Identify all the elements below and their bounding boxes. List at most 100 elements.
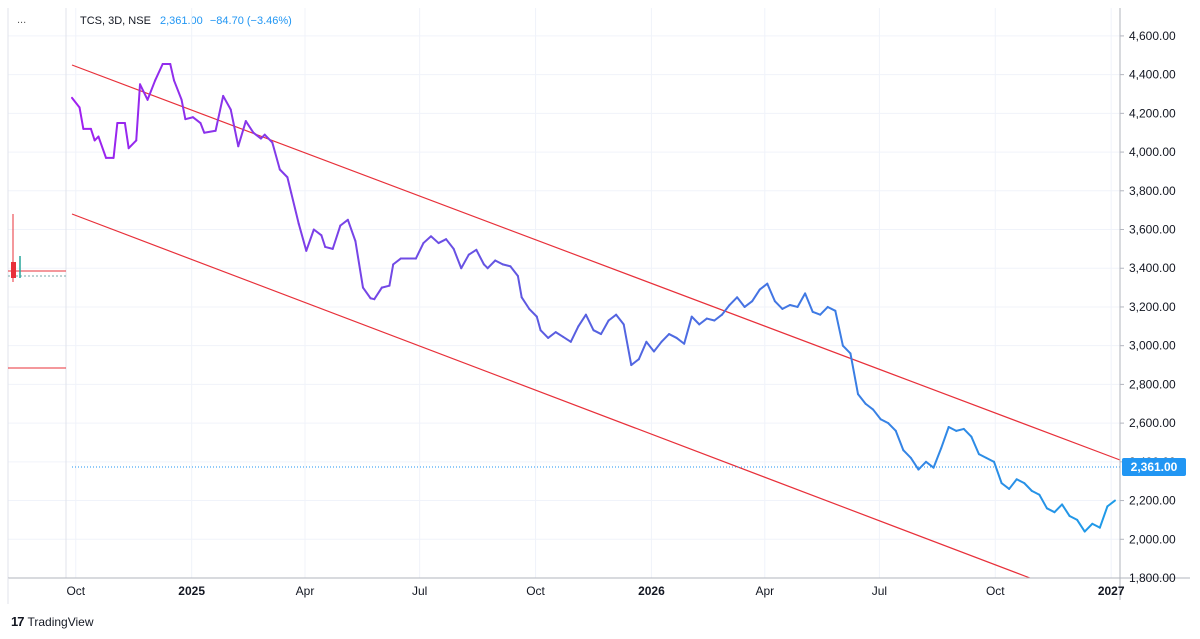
series-segment: [955, 427, 965, 432]
series-segment: [429, 235, 440, 245]
series-segment: [985, 456, 996, 463]
tradingview-brand[interactable]: 17 TradingView: [11, 614, 94, 629]
series-segment: [516, 274, 523, 299]
x-tick-label: Apr: [755, 584, 774, 598]
series-segment: [297, 222, 308, 252]
y-tick-label: 4,200.00: [1129, 106, 1176, 120]
series-segment: [607, 313, 618, 322]
series-segment: [199, 122, 206, 134]
y-tick-label: 3,000.00: [1129, 339, 1176, 353]
y-tick-label: 3,800.00: [1129, 184, 1176, 198]
series-segment: [486, 259, 497, 270]
series-segment: [229, 108, 240, 148]
series-segment: [184, 116, 194, 121]
series-segment: [452, 247, 463, 270]
series-segment: [600, 319, 610, 336]
series-segment: [252, 131, 262, 140]
series-segment: [841, 344, 852, 355]
series-segment: [940, 425, 950, 450]
series-segment: [902, 449, 912, 459]
series-segment: [501, 263, 512, 268]
series-segment: [1083, 522, 1094, 533]
series-segment: [947, 425, 958, 432]
series-segment: [539, 329, 550, 339]
y-tick-label: 3,400.00: [1129, 261, 1176, 275]
series-segment: [864, 402, 875, 411]
series-segment: [354, 240, 364, 289]
series-segment: [123, 122, 130, 150]
series-segment: [146, 79, 157, 101]
series-segment: [127, 139, 138, 150]
symbol-label: TCS, 3D, NSE: [80, 15, 151, 27]
series-segment: [154, 62, 164, 82]
series-segment: [388, 263, 395, 287]
series-segment: [781, 304, 791, 310]
series-segment: [584, 313, 595, 332]
series-segment: [773, 300, 784, 310]
series-segment: [925, 460, 935, 469]
y-tick-label: 3,600.00: [1129, 223, 1176, 237]
series-segment: [244, 120, 255, 134]
channel-upper-line: [71, 64, 1121, 461]
series-segment: [222, 94, 232, 111]
series-segment: [139, 83, 149, 101]
series-segment: [675, 336, 686, 345]
x-axis-ticks: Oct 2025 Apr Jul Oct 2026 Apr Jul Oct 2027: [66, 584, 1124, 598]
x-tick-label: Apr: [296, 584, 315, 598]
series-segment: [78, 106, 85, 130]
y-axis-ticks: 4,600.00 4,400.00 4,200.00 4,000.00 3,800.00…: [1120, 29, 1176, 585]
x-tick-label: Oct: [986, 584, 1005, 598]
series-segment: [414, 242, 425, 260]
series-segment: [683, 315, 693, 345]
series-segment: [887, 422, 897, 432]
series-segment: [894, 429, 905, 452]
series-segment: [690, 315, 701, 326]
series-segment: [203, 129, 217, 134]
series-segment: [1091, 522, 1101, 529]
series-segment: [135, 83, 142, 142]
series-segment: [467, 248, 478, 256]
series-segment: [214, 94, 225, 132]
series-segment: [169, 62, 176, 82]
series-segment: [89, 127, 96, 142]
series-segment: [962, 427, 973, 438]
tradingview-logo-icon: 17: [11, 614, 25, 629]
series-segment: [263, 133, 274, 144]
series-segment: [751, 288, 761, 303]
series-segment: [320, 234, 327, 248]
series-segment: [305, 228, 315, 252]
series-segment: [97, 135, 108, 159]
series-segment: [547, 331, 557, 339]
series-segment: [373, 286, 383, 301]
series-segment: [562, 335, 572, 343]
series-segment: [743, 300, 754, 308]
y-tick-label: 4,000.00: [1129, 145, 1176, 159]
series-segment: [331, 224, 342, 250]
brand-name: TradingView: [27, 614, 94, 629]
x-tick-label: Oct: [526, 584, 545, 598]
series-segment: [286, 176, 293, 194]
channel-lines: [71, 64, 1121, 579]
menu-ellipsis[interactable]: ...: [17, 14, 27, 26]
series-segment: [361, 286, 372, 300]
x-tick-label: Jul: [872, 584, 887, 598]
series-segment: [932, 447, 943, 469]
price-change: −84.70 (−3.46%): [209, 15, 292, 27]
series-segment: [535, 315, 542, 332]
series-segment: [622, 323, 633, 367]
symbol-legend: TCS, 3D, NSE 2,361.00 −84.70 (−3.46%): [80, 15, 292, 27]
series-segment: [849, 352, 859, 396]
x-tick-label: Oct: [66, 584, 85, 598]
x-tick-label: 2027: [1098, 584, 1125, 598]
series-segment: [615, 313, 625, 326]
series-segment: [758, 282, 769, 291]
series-segment: [788, 304, 799, 308]
y-tick-label: 2,200.00: [1129, 494, 1176, 508]
series-segment: [970, 435, 980, 456]
series-segment: [736, 296, 746, 308]
series-segment: [112, 122, 119, 159]
series-segment: [1106, 499, 1116, 508]
series-segment: [796, 292, 807, 308]
series-segment: [1061, 503, 1071, 518]
